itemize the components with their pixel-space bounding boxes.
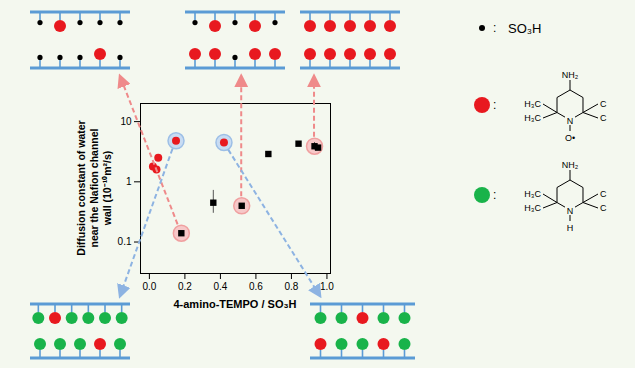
svg-text:0.1: 0.1 <box>118 236 132 247</box>
svg-text:10: 10 <box>120 116 132 127</box>
svg-text:1: 1 <box>126 176 132 187</box>
svg-text:0.6: 0.6 <box>249 281 263 292</box>
svg-text:N: N <box>567 206 574 216</box>
svg-text:1.0: 1.0 <box>320 281 334 292</box>
svg-text:0.8: 0.8 <box>284 281 298 292</box>
svg-text:C: C <box>600 189 607 199</box>
svg-text:NH₂: NH₂ <box>562 70 579 80</box>
svg-text:0.0: 0.0 <box>142 281 156 292</box>
svg-text:H₃C: H₃C <box>524 113 541 123</box>
svg-text:0.4: 0.4 <box>213 281 227 292</box>
svg-text:4-amino-TEMPO / SO₃H: 4-amino-TEMPO / SO₃H <box>173 298 296 310</box>
svg-text:NH₂: NH₂ <box>562 160 579 170</box>
svg-text::: : <box>493 98 496 112</box>
svg-text:SO₃H: SO₃H <box>508 21 541 36</box>
svg-text:near the Nafion channel: near the Nafion channel <box>88 128 100 247</box>
svg-text:C: C <box>600 113 607 123</box>
svg-text:H: H <box>567 223 574 233</box>
svg-text:H₃C: H₃C <box>524 189 541 199</box>
svg-text:0.2: 0.2 <box>178 281 192 292</box>
svg-text:H₃C: H₃C <box>524 203 541 213</box>
svg-text:C: C <box>600 99 607 109</box>
svg-text:C: C <box>600 203 607 213</box>
svg-text:Diffusion constant of water: Diffusion constant of water <box>75 120 87 255</box>
svg-text:O•: O• <box>565 133 575 143</box>
svg-text:H₃C: H₃C <box>524 99 541 109</box>
svg-text::: : <box>493 188 496 202</box>
svg-text::: : <box>493 21 496 35</box>
svg-text:wall (10⁻¹⁰m²/s): wall (10⁻¹⁰m²/s) <box>101 151 113 227</box>
svg-text:N: N <box>567 116 574 126</box>
